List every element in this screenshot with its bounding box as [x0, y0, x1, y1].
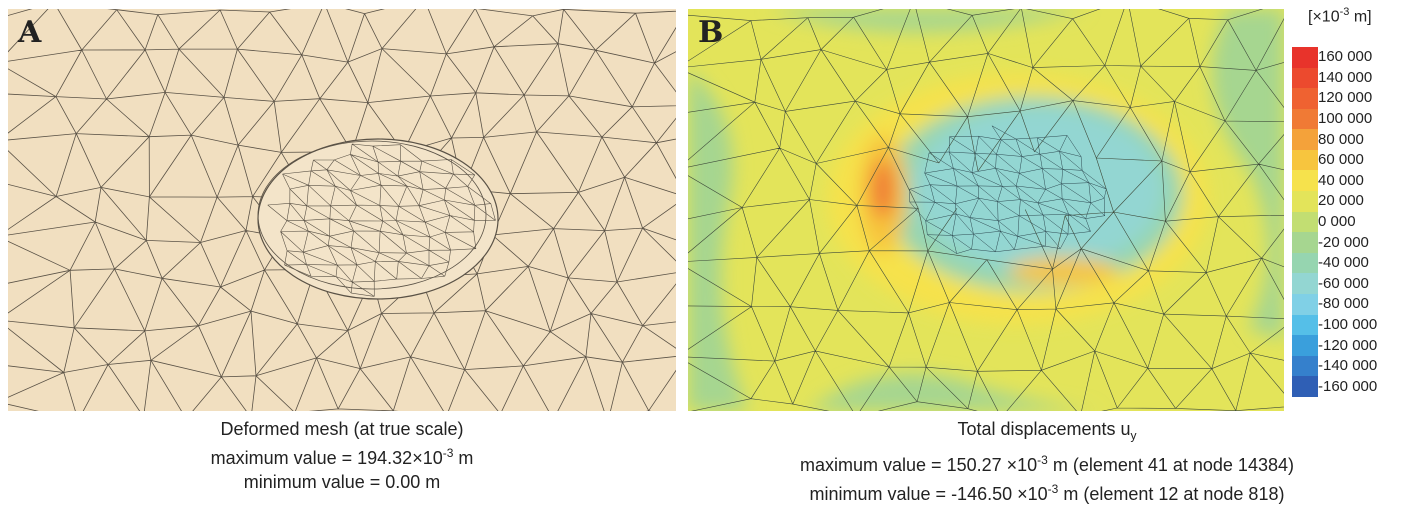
legend-swatch — [1292, 191, 1318, 212]
contour-region — [768, 9, 1088, 32]
legend-swatch — [1292, 355, 1318, 377]
deformed-mesh-plot — [8, 9, 676, 411]
legend-label: 80 000 — [1318, 130, 1364, 148]
fine-mesh-lines — [267, 143, 496, 297]
contour-region — [871, 159, 895, 219]
legend-unit: [×10-3 m] — [1308, 6, 1372, 26]
displacement-contour-plot — [688, 9, 1284, 411]
legend-label: -20 000 — [1318, 233, 1369, 251]
legend-swatch — [1292, 232, 1318, 253]
contour-region — [688, 69, 748, 411]
legend-label: -60 000 — [1318, 274, 1369, 292]
legend-swatch — [1292, 376, 1318, 397]
panel-label-b: B — [698, 15, 724, 50]
contour-fine-mesh-lines — [909, 125, 1107, 254]
legend-label: 20 000 — [1318, 192, 1364, 210]
legend-label: 140 000 — [1318, 68, 1373, 86]
legend-swatch — [1292, 252, 1318, 274]
legend-swatch — [1292, 108, 1318, 130]
caption-b: Total displacements uy maximum value = 1… — [688, 417, 1406, 506]
legend-label: 160 000 — [1318, 48, 1373, 66]
contour-fills — [688, 9, 1284, 411]
color-legend: [×10-3 m] 160 000 140 000 120 000 100 000 80… — [1290, 6, 1406, 406]
legend-swatch — [1292, 88, 1318, 109]
legend-swatch — [1292, 149, 1318, 171]
caption-b-max: maximum value = 150.27 ×10-3 m (element … — [800, 452, 1294, 475]
legend-label: 60 000 — [1318, 151, 1364, 169]
caption-b-title: Total displacements uy — [957, 419, 1137, 443]
caption-a-min: minimum value = 0.00 m — [243, 472, 441, 492]
legend-swatch — [1292, 314, 1318, 336]
legend-color-bar — [1292, 47, 1318, 397]
legend-swatch — [1292, 273, 1318, 294]
legend-swatch — [1292, 47, 1318, 68]
legend-label: -40 000 — [1318, 254, 1369, 272]
legend-swatch — [1292, 293, 1318, 315]
contour-fine-mesh — [909, 125, 1107, 254]
deformed-mesh-panel: A — [8, 9, 676, 411]
caption-a: Deformed mesh (at true scale) maximum va… — [8, 417, 676, 494]
coarse-mesh-lines — [8, 9, 676, 411]
contour-region — [808, 373, 1108, 411]
legend-swatch — [1292, 129, 1318, 150]
caption-a-title: Deformed mesh (at true scale) — [220, 419, 464, 439]
legend-swatch — [1292, 211, 1318, 233]
legend-label: -80 000 — [1318, 295, 1369, 313]
panel-label-a: A — [18, 15, 42, 50]
legend-label: -120 000 — [1318, 336, 1378, 354]
legend-label: 40 000 — [1318, 171, 1364, 189]
legend-label: 0 000 — [1318, 213, 1356, 230]
legend-swatch — [1292, 67, 1318, 89]
contour-mesh — [688, 9, 1284, 411]
contour-region — [1008, 257, 1118, 285]
coarse-mesh — [8, 9, 676, 411]
legend-label: -160 000 — [1318, 377, 1378, 395]
legend-label: 120 000 — [1318, 89, 1373, 107]
fine-mesh — [267, 143, 496, 297]
caption-a-max: maximum value = 194.32×10-3 m — [210, 446, 474, 468]
excavation-inner-edge — [257, 140, 487, 290]
contour-region — [913, 107, 1163, 271]
legend-swatch — [1292, 170, 1318, 192]
legend-swatch — [1292, 335, 1318, 356]
contour-mesh-lines — [688, 9, 1284, 411]
displacement-contour-panel: B — [688, 9, 1284, 411]
legend-label: -140 000 — [1318, 357, 1378, 375]
contour-region — [1212, 9, 1284, 339]
legend-label: -100 000 — [1318, 315, 1378, 333]
caption-b-min: minimum value = -146.50 ×10-3 m (element… — [809, 481, 1285, 504]
legend-label: 100 000 — [1318, 110, 1373, 128]
